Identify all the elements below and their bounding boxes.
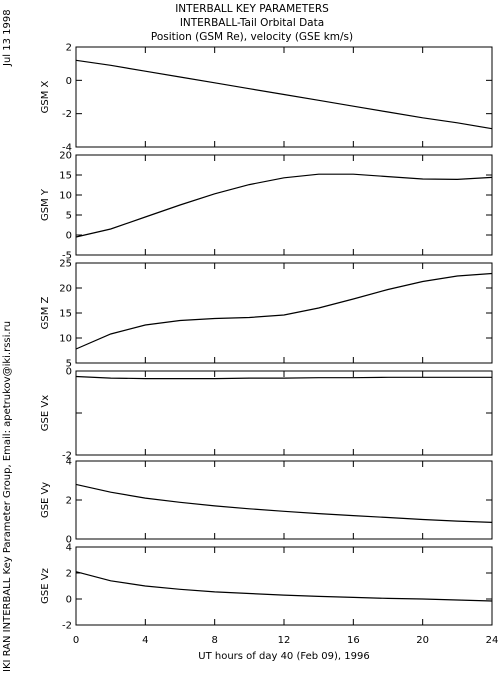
y-tick-label: 2 [66,43,72,54]
y-tick-label: 0 [66,76,72,87]
x-tick-label: 12 [278,635,291,646]
y-tick-label: 25 [59,259,72,270]
panel-frame [75,154,493,256]
series-line [75,173,493,238]
y-tick-label: 4 [66,457,72,468]
series-line [75,375,492,380]
chart-title: INTERBALL KEY PARAMETERS [175,3,329,15]
panel-frame [75,370,493,456]
x-tick-label: 24 [486,635,499,646]
panel-frame [75,262,493,364]
chart-subtitle: INTERBALL-Tail Orbital Data [179,17,325,29]
y-tick-label: 10 [59,191,72,202]
y-axis-label: GSM Z [40,296,51,329]
y-tick-label: 15 [59,309,72,320]
y-axis-label: GSE Vy [40,482,51,518]
series-line [75,483,493,523]
y-tick-label: 2 [66,496,72,507]
y-tick-label: 0 [66,231,72,242]
y-tick-label: 0 [66,367,72,378]
y-tick-label: -5 [62,251,72,262]
y-axis-label: GSE Vz [40,568,51,604]
x-axis-label: UT hours of day 40 (Feb 09), 1996 [198,651,369,662]
chart-subtitle-2: Position (GSM Re), velocity (GSE km/s) [150,31,354,43]
y-tick-label: -2 [62,109,72,120]
x-tick-label: 0 [73,635,79,646]
y-tick-label: 20 [59,284,72,295]
y-tick-label: 20 [59,151,72,162]
panel-frame [75,46,493,148]
panel-frame [75,460,493,540]
y-axis-label: GSE Vx [40,395,51,431]
y-tick-label: 5 [66,359,72,370]
x-tick-label: 4 [142,635,148,646]
y-tick-label: 10 [59,334,72,345]
y-tick-label: 0 [66,595,72,606]
x-tick-label: 8 [211,635,217,646]
series-line [75,571,493,602]
y-tick-label: 4 [66,543,72,554]
panel-frame [75,546,493,626]
y-tick-label: 5 [66,211,72,222]
y-tick-label: 15 [59,171,72,182]
x-tick-label: 20 [416,635,429,646]
x-tick-label: 16 [347,635,360,646]
y-tick-label: 0 [66,535,72,546]
y-tick-label: -2 [62,451,72,462]
y-tick-label: -2 [62,621,72,632]
y-axis-label: GSM Y [40,188,51,221]
y-tick-label: 2 [66,569,72,580]
y-axis-label: GSM X [40,80,51,113]
series-line [75,272,493,350]
series-line [75,59,493,130]
y-tick-label: -4 [62,143,72,154]
